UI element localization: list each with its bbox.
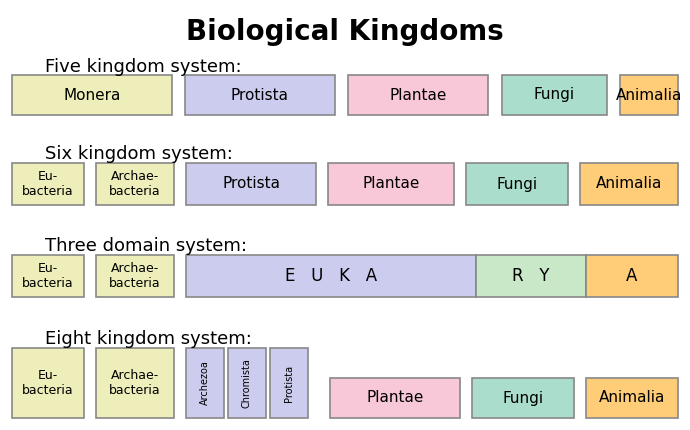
Text: Eu-
bacteria: Eu- bacteria	[22, 262, 74, 290]
Text: Protista: Protista	[222, 176, 280, 191]
Text: Archae-
bacteria: Archae- bacteria	[109, 170, 161, 198]
FancyBboxPatch shape	[12, 255, 84, 297]
Text: Fungi: Fungi	[502, 390, 544, 405]
Text: Animalia: Animalia	[599, 390, 665, 405]
FancyBboxPatch shape	[330, 378, 460, 418]
FancyBboxPatch shape	[328, 163, 454, 205]
FancyBboxPatch shape	[472, 378, 574, 418]
FancyBboxPatch shape	[12, 163, 84, 205]
Text: Monera: Monera	[63, 87, 121, 102]
FancyBboxPatch shape	[185, 75, 335, 115]
Text: Archae-
bacteria: Archae- bacteria	[109, 262, 161, 290]
Text: Eu-
bacteria: Eu- bacteria	[22, 369, 74, 397]
Text: Animalia: Animalia	[595, 176, 662, 191]
FancyBboxPatch shape	[96, 255, 174, 297]
FancyBboxPatch shape	[586, 255, 678, 297]
Text: Fungi: Fungi	[534, 87, 575, 102]
Text: Eight kingdom system:: Eight kingdom system:	[45, 330, 252, 348]
FancyBboxPatch shape	[96, 348, 174, 418]
FancyBboxPatch shape	[96, 163, 174, 205]
Text: A: A	[627, 267, 638, 285]
Text: Plantae: Plantae	[366, 390, 424, 405]
FancyBboxPatch shape	[186, 348, 224, 418]
Text: E   U   K   A: E U K A	[285, 267, 377, 285]
Text: Fungi: Fungi	[496, 176, 538, 191]
Text: Six kingdom system:: Six kingdom system:	[45, 145, 233, 163]
Text: Protista: Protista	[284, 365, 294, 402]
FancyBboxPatch shape	[580, 163, 678, 205]
Text: Plantae: Plantae	[389, 87, 446, 102]
FancyBboxPatch shape	[186, 163, 316, 205]
Text: Archae-
bacteria: Archae- bacteria	[109, 369, 161, 397]
FancyBboxPatch shape	[348, 75, 488, 115]
Text: R   Y: R Y	[512, 267, 550, 285]
Text: Protista: Protista	[231, 87, 289, 102]
Text: Biological Kingdoms: Biological Kingdoms	[186, 18, 504, 46]
FancyBboxPatch shape	[586, 378, 678, 418]
FancyBboxPatch shape	[502, 75, 607, 115]
FancyBboxPatch shape	[620, 75, 678, 115]
Text: Chromista: Chromista	[242, 358, 252, 408]
Text: Eu-
bacteria: Eu- bacteria	[22, 170, 74, 198]
FancyBboxPatch shape	[270, 348, 308, 418]
FancyBboxPatch shape	[476, 255, 586, 297]
FancyBboxPatch shape	[12, 348, 84, 418]
FancyBboxPatch shape	[186, 255, 476, 297]
FancyBboxPatch shape	[466, 163, 568, 205]
Text: Three domain system:: Three domain system:	[45, 237, 247, 255]
FancyBboxPatch shape	[228, 348, 266, 418]
FancyBboxPatch shape	[12, 75, 172, 115]
Text: Five kingdom system:: Five kingdom system:	[45, 58, 241, 76]
Text: Animalia: Animalia	[615, 87, 682, 102]
Text: Archezoa: Archezoa	[200, 361, 210, 405]
Text: Plantae: Plantae	[362, 176, 420, 191]
